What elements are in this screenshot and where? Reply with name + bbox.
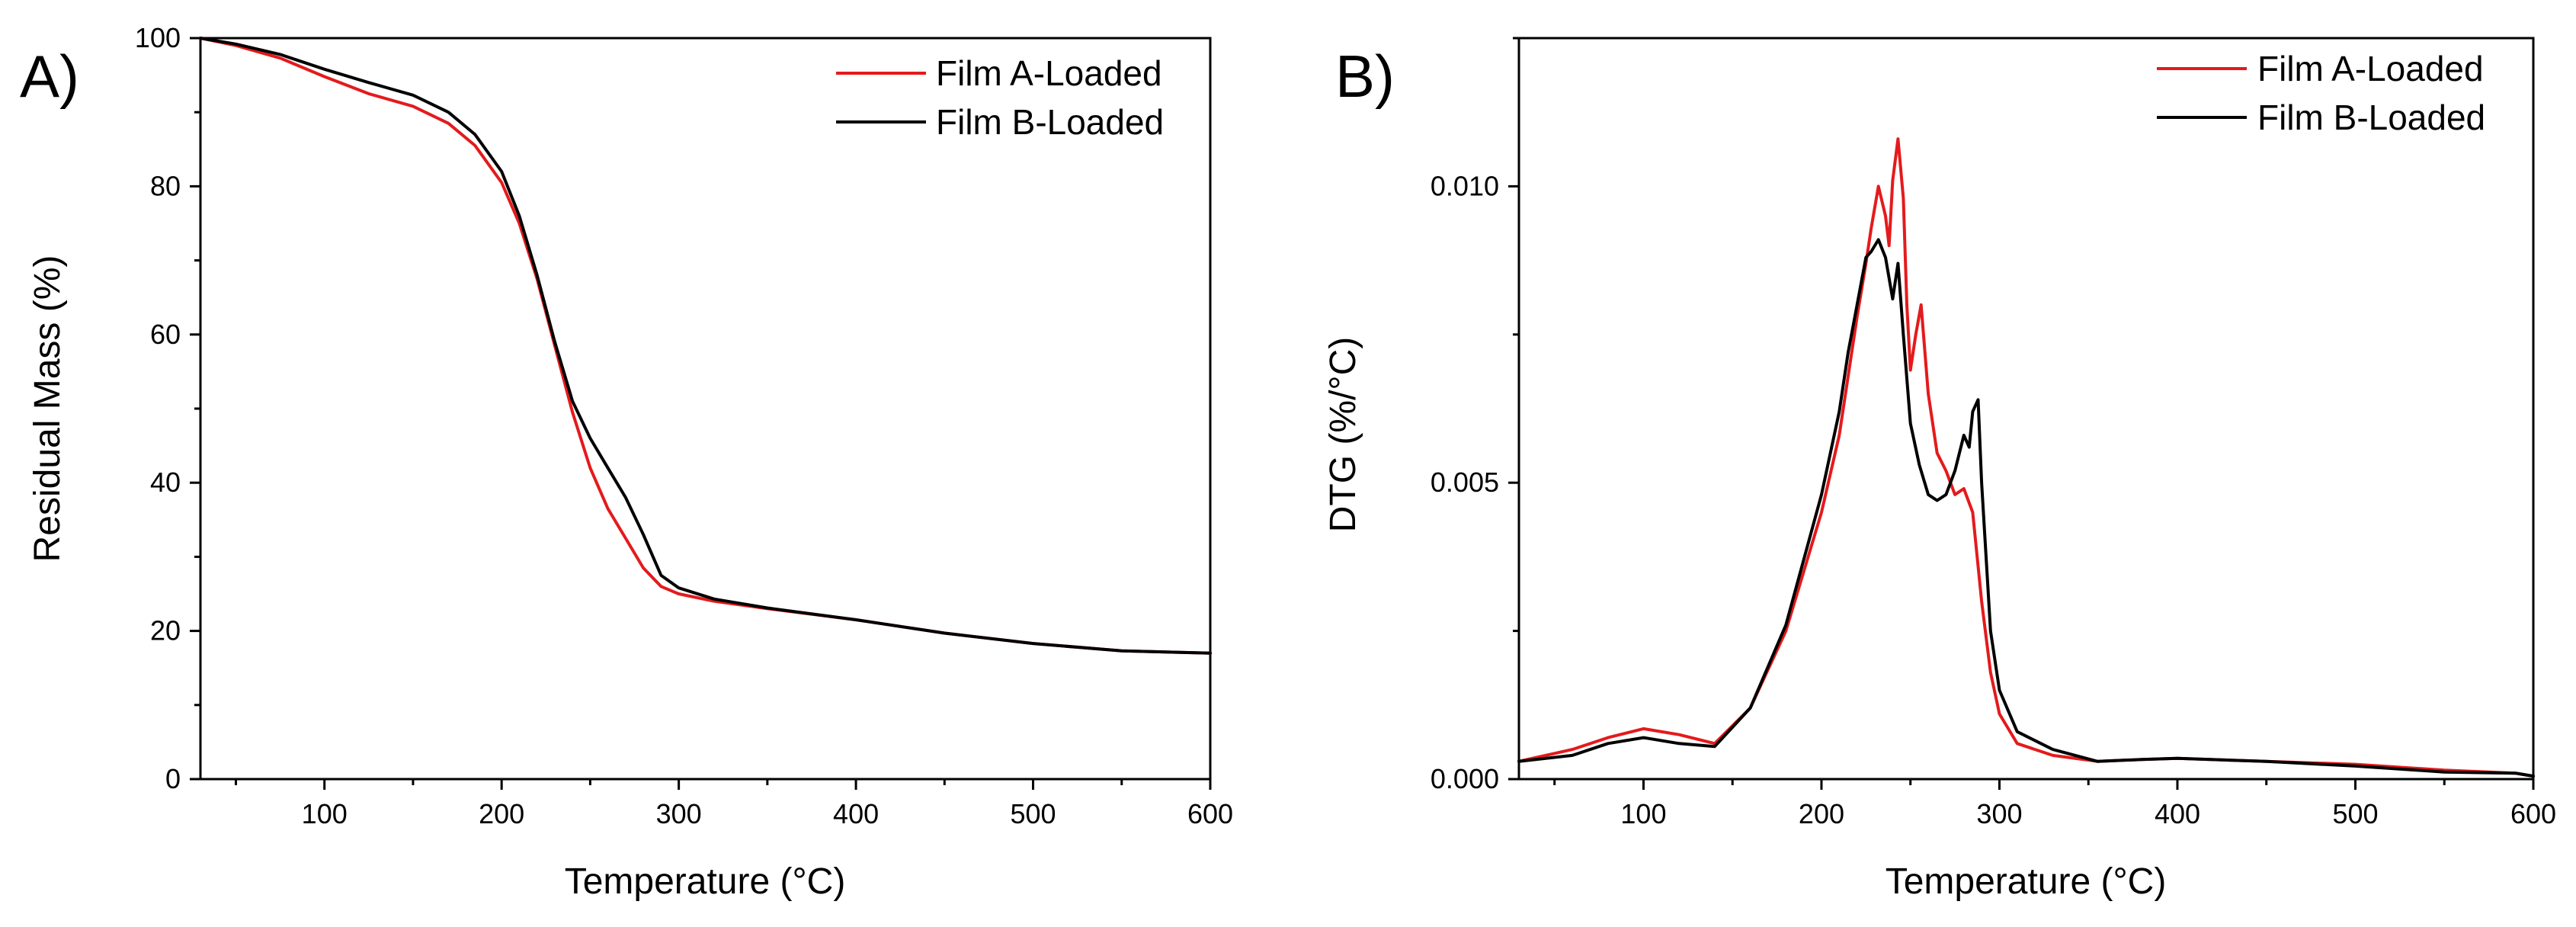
- x-tick-label: 200: [479, 798, 524, 829]
- panel-a-plot-frame: [199, 37, 1212, 781]
- panel-b-series: [1517, 137, 2535, 778]
- y-tick-label: 20: [150, 615, 181, 646]
- panel-b-label: B): [1335, 43, 1395, 110]
- x-tick-label: 100: [1620, 798, 1666, 829]
- y-tick-label: 0.005: [1431, 467, 1499, 498]
- series-line-film-a-loaded: [1517, 137, 2535, 778]
- x-tick-label: 600: [1187, 798, 1233, 829]
- y-tick-label: 0.000: [1431, 763, 1499, 794]
- panel-a-y-axis: 0 20 40 60 80 100: [135, 22, 200, 794]
- panel-b-y-axis-title: DTG (%/°C): [1323, 337, 1363, 533]
- panel-b: B) 100 200 300 400 500 600 0.000 0.005 0.010 Te…: [1323, 37, 2556, 902]
- y-tick-label: 80: [150, 170, 181, 201]
- y-tick-label: 0: [165, 763, 181, 794]
- panel-b-legend-label-film-a: Film A-Loaded: [2257, 49, 2484, 88]
- x-tick-label: 400: [833, 798, 879, 829]
- x-tick-label: 600: [2510, 798, 2556, 829]
- series-line-film-b-loaded: [199, 37, 1212, 655]
- y-tick-label: 60: [150, 319, 181, 350]
- x-tick-label: 500: [1011, 798, 1056, 829]
- x-tick-label: 300: [656, 798, 702, 829]
- panel-b-plot-frame: [1517, 37, 2535, 781]
- panel-a-x-axis: 100 200 300 400 500 600: [234, 779, 1233, 829]
- x-tick-label: 400: [2155, 798, 2200, 829]
- panel-b-x-axis-title: Temperature (°C): [1886, 861, 2167, 902]
- y-tick-label: 40: [150, 467, 181, 498]
- panel-b-legend: Film A-Loaded Film B-Loaded: [2157, 49, 2485, 137]
- y-tick-label: 0.010: [1431, 170, 1499, 201]
- panel-a: A) 100 200 300 400 500 600 0 20 40 60 80 100 Tempe…: [20, 22, 1233, 902]
- panel-a-legend-label-film-a: Film A-Loaded: [936, 53, 1162, 93]
- x-tick-label: 300: [1976, 798, 2022, 829]
- panel-a-label: A): [20, 43, 79, 110]
- panel-b-x-axis: 100 200 300 400 500 600: [1553, 779, 2556, 829]
- x-tick-label: 500: [2332, 798, 2378, 829]
- y-tick-label: 100: [135, 22, 181, 53]
- panel-a-legend-label-film-b: Film B-Loaded: [936, 102, 1164, 142]
- x-tick-label: 200: [1799, 798, 1844, 829]
- panel-a-legend: Film A-Loaded Film B-Loaded: [836, 53, 1164, 142]
- x-tick-label: 100: [302, 798, 348, 829]
- panel-b-y-axis: 0.000 0.005 0.010: [1431, 37, 1519, 794]
- panel-a-x-axis-title: Temperature (°C): [565, 861, 846, 902]
- panel-b-legend-label-film-b: Film B-Loaded: [2257, 98, 2485, 137]
- panel-a-y-axis-title: Residual Mass (%): [27, 255, 68, 563]
- series-line-film-b-loaded: [1517, 238, 2535, 778]
- panel-a-series: [199, 37, 1212, 655]
